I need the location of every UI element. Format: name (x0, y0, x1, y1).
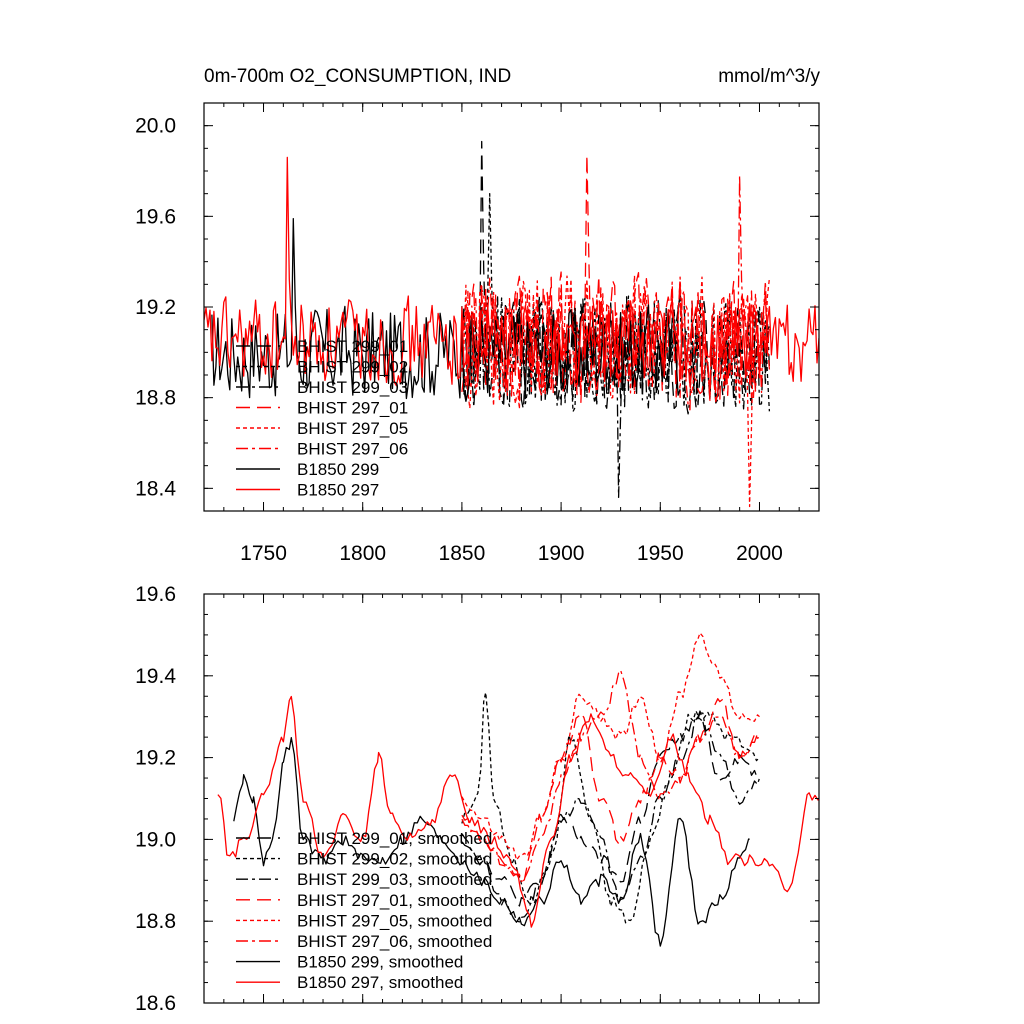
top-axis-ticks: 18.4 18.8 19.2 19.6 20.0 1750 1800 1850 1900 1950… (135, 102, 820, 565)
series-line-bhist-299-02-smoothed (461, 691, 760, 924)
legend-label: BHIST 297_01 (297, 399, 408, 418)
bottom-plot-area (217, 632, 819, 947)
series-line-bhist-297-06-smoothed (461, 669, 760, 883)
legend-label: BHIST 299_01, smoothed (297, 829, 492, 848)
y-tick-label: 20.0 (135, 115, 176, 138)
top-panel: 0m-700m O2_CONSUMPTION, IND mmol/m^3/y 1… (135, 66, 820, 565)
legend-label: BHIST 297_05 (297, 419, 408, 438)
series-line-b1850-297-smoothed (217, 695, 819, 928)
y-tick-label: 19.4 (135, 665, 176, 688)
y-tick-label: 18.8 (135, 910, 176, 933)
legend-label: BHIST 297_06 (297, 440, 408, 459)
y-tick-label: 18.4 (135, 477, 176, 500)
series-line-b1850-299-smoothed (233, 737, 750, 947)
top-chart-units: mmol/m^3/y (718, 66, 820, 87)
legend-label: B1850 299 (297, 460, 379, 479)
y-tick-label: 19.2 (135, 747, 176, 770)
legend-label: BHIST 297_06, smoothed (297, 932, 492, 951)
legend-label: BHIST 299_03, smoothed (297, 870, 492, 889)
x-tick-label: 1750 (240, 542, 287, 565)
x-tick-label: 1950 (637, 542, 684, 565)
series-line-b1850-297 (204, 156, 819, 389)
series-line-bhist-297-05-smoothed (461, 632, 760, 861)
x-tick-label: 1900 (538, 542, 585, 565)
legend-label: BHIST 299_02, smoothed (297, 850, 492, 869)
legend-label: BHIST 297_01, smoothed (297, 891, 492, 910)
legend-label: BHIST 299_02 (297, 358, 408, 377)
legend-label: BHIST 299_03 (297, 378, 408, 397)
y-tick-label: 19.6 (135, 583, 176, 606)
legend-label: B1850 297 (297, 481, 379, 500)
top-plot-area (204, 140, 819, 508)
series-line-bhist-299-03-smoothed (461, 712, 761, 923)
legend-label: B1850 299, smoothed (297, 953, 463, 972)
x-tick-label: 2000 (736, 542, 783, 565)
y-tick-label: 19.6 (135, 205, 176, 228)
y-tick-label: 19.0 (135, 828, 176, 851)
legend-label: BHIST 299_01 (297, 337, 408, 356)
y-tick-label: 18.8 (135, 387, 176, 410)
y-tick-label: 19.2 (135, 296, 176, 319)
series-line-bhist-297-05 (461, 275, 771, 508)
legend-label: B1850 297, smoothed (297, 973, 463, 992)
y-tick-label: 18.6 (135, 992, 176, 1015)
bottom-legend: BHIST 299_01, smoothed BHIST 299_02, smoo… (236, 829, 492, 992)
bottom-axis-ticks: 18.6 18.8 19.0 19.2 19.4 19.6 (135, 583, 820, 1015)
legend-label: BHIST 297_05, smoothed (297, 911, 492, 930)
x-tick-label: 1850 (439, 542, 486, 565)
top-chart-title: 0m-700m O2_CONSUMPTION, IND (204, 66, 511, 87)
x-tick-label: 1800 (339, 542, 386, 565)
bottom-panel: 18.6 18.8 19.0 19.2 19.4 19.6 BHIST 299_01, s… (135, 583, 820, 1015)
series-line-bhist-297-01-smoothed (461, 698, 761, 883)
